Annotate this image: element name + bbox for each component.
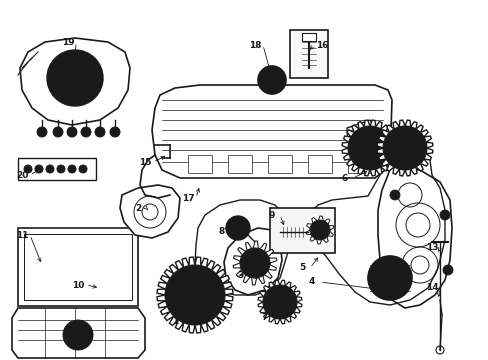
Bar [347,155,371,173]
Bar [307,155,331,173]
Circle shape [67,127,77,137]
Text: 17: 17 [182,194,194,202]
Circle shape [397,141,411,155]
Polygon shape [152,85,391,178]
Polygon shape [342,120,397,176]
Polygon shape [12,308,145,358]
Circle shape [46,165,54,173]
Polygon shape [120,185,180,238]
Circle shape [347,126,391,170]
Circle shape [263,285,296,319]
Circle shape [258,66,285,94]
Bar [269,208,334,253]
Text: 8: 8 [219,228,224,237]
Circle shape [389,190,399,200]
Circle shape [68,165,76,173]
Bar [18,158,96,180]
Circle shape [55,58,95,98]
Circle shape [35,165,43,173]
Polygon shape [233,241,276,285]
Circle shape [95,127,105,137]
Circle shape [53,127,63,137]
Text: 16: 16 [315,41,327,50]
Circle shape [183,283,206,307]
Polygon shape [258,280,301,324]
Bar [289,30,327,78]
Bar [24,234,132,300]
Text: 4: 4 [308,278,315,287]
Circle shape [70,327,86,343]
Circle shape [240,248,269,278]
Text: 12: 12 [371,284,384,292]
Circle shape [309,220,329,240]
Circle shape [63,320,93,350]
Text: 9: 9 [268,211,275,220]
Circle shape [24,165,32,173]
Circle shape [362,141,376,155]
Circle shape [37,127,47,137]
Bar [18,228,138,306]
Text: 2: 2 [135,203,141,212]
Text: 13: 13 [425,243,437,252]
Circle shape [173,273,217,317]
Bar [267,155,291,173]
Circle shape [367,256,411,300]
Circle shape [382,126,426,170]
Circle shape [79,165,87,173]
Polygon shape [157,257,232,333]
Polygon shape [377,168,451,308]
Text: 11: 11 [16,230,28,239]
Text: 20: 20 [16,171,28,180]
Bar [227,155,251,173]
Polygon shape [224,228,282,295]
Bar [187,155,212,173]
Text: 6: 6 [341,174,347,183]
Bar [302,33,315,41]
Text: 3: 3 [236,270,243,279]
Circle shape [246,255,263,271]
Circle shape [263,71,281,89]
Text: 10: 10 [72,280,84,289]
Text: 15: 15 [139,158,151,166]
Circle shape [439,210,449,220]
Circle shape [270,293,288,311]
Text: 1: 1 [171,318,178,327]
Text: 18: 18 [248,41,261,50]
Circle shape [47,50,103,106]
Circle shape [110,127,120,137]
Text: 14: 14 [425,284,437,292]
Polygon shape [305,216,333,244]
Circle shape [57,165,65,173]
Polygon shape [20,38,130,125]
Circle shape [390,134,418,162]
Circle shape [189,289,201,301]
Circle shape [442,265,452,275]
Circle shape [225,216,249,240]
Text: 5: 5 [298,264,305,273]
Text: 19: 19 [61,37,74,46]
Circle shape [374,263,404,293]
Text: 7: 7 [261,314,267,323]
Circle shape [81,127,91,137]
Polygon shape [376,120,432,176]
Circle shape [355,134,383,162]
Circle shape [164,265,224,325]
